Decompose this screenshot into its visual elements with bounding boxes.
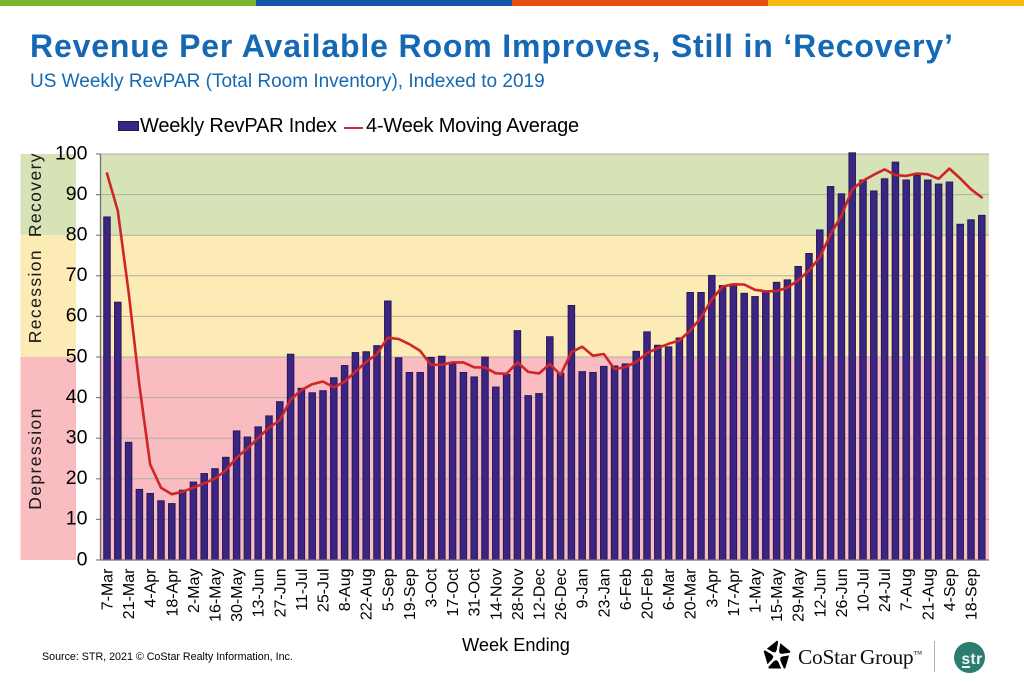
- svg-text:100: 100: [55, 142, 88, 164]
- svg-text:9-Jan: 9-Jan: [575, 569, 592, 609]
- svg-text:31-Oct: 31-Oct: [467, 568, 484, 617]
- svg-text:16-May: 16-May: [208, 569, 225, 622]
- svg-text:22-Aug: 22-Aug: [359, 569, 376, 621]
- svg-text:26-Jun: 26-Jun: [834, 569, 851, 618]
- svg-text:11-Jul: 11-Jul: [294, 569, 311, 611]
- svg-text:17-Apr: 17-Apr: [726, 568, 743, 617]
- svg-text:27-Jun: 27-Jun: [272, 569, 289, 618]
- svg-text:Depression: Depression: [25, 407, 45, 510]
- svg-text:20-Mar: 20-Mar: [683, 568, 700, 619]
- svg-text:18-Sep: 18-Sep: [964, 568, 981, 620]
- svg-text:50: 50: [66, 345, 88, 367]
- svg-text:15-May: 15-May: [769, 569, 786, 622]
- svg-text:21-Mar: 21-Mar: [121, 568, 138, 619]
- svg-text:30-May: 30-May: [229, 569, 246, 622]
- svg-text:30: 30: [66, 427, 88, 449]
- svg-text:17-Oct: 17-Oct: [445, 568, 462, 617]
- svg-text:4-Apr: 4-Apr: [143, 568, 160, 608]
- svg-text:18-Apr: 18-Apr: [164, 568, 181, 617]
- svg-text:3-Oct: 3-Oct: [424, 568, 441, 608]
- svg-text:10-Jul: 10-Jul: [856, 569, 873, 613]
- svg-text:21-Aug: 21-Aug: [920, 569, 937, 621]
- svg-text:8-Aug: 8-Aug: [337, 569, 354, 612]
- svg-text:4-Sep: 4-Sep: [942, 568, 959, 611]
- svg-text:5-Sep: 5-Sep: [380, 568, 397, 611]
- svg-text:25-Jul: 25-Jul: [316, 569, 333, 613]
- svg-text:80: 80: [66, 224, 88, 246]
- svg-text:Recession: Recession: [25, 249, 45, 343]
- svg-text:40: 40: [66, 386, 88, 408]
- svg-text:70: 70: [66, 264, 88, 286]
- svg-text:1-May: 1-May: [748, 569, 765, 613]
- svg-text:6-Feb: 6-Feb: [618, 568, 635, 610]
- svg-text:19-Sep: 19-Sep: [402, 568, 419, 620]
- svg-text:28-Nov: 28-Nov: [510, 569, 527, 621]
- svg-text:0: 0: [77, 548, 88, 570]
- svg-text:Recovery: Recovery: [25, 152, 45, 237]
- svg-text:90: 90: [66, 183, 88, 205]
- svg-text:6-Mar: 6-Mar: [661, 568, 678, 610]
- svg-text:29-May: 29-May: [791, 569, 808, 622]
- svg-text:13-Jun: 13-Jun: [251, 569, 268, 618]
- svg-text:2-May: 2-May: [186, 569, 203, 613]
- svg-text:7-Aug: 7-Aug: [899, 569, 916, 612]
- svg-text:60: 60: [66, 305, 88, 327]
- svg-text:24-Jul: 24-Jul: [877, 569, 894, 613]
- svg-text:14-Nov: 14-Nov: [488, 569, 505, 621]
- svg-text:23-Jan: 23-Jan: [596, 569, 613, 618]
- svg-text:7-Mar: 7-Mar: [100, 568, 117, 610]
- svg-text:20: 20: [66, 467, 88, 489]
- svg-text:12-Jun: 12-Jun: [812, 569, 829, 618]
- svg-text:26-Dec: 26-Dec: [553, 569, 570, 621]
- svg-text:3-Apr: 3-Apr: [704, 568, 721, 608]
- svg-text:20-Feb: 20-Feb: [640, 568, 657, 619]
- svg-text:12-Dec: 12-Dec: [532, 569, 549, 621]
- svg-text:10: 10: [66, 508, 88, 530]
